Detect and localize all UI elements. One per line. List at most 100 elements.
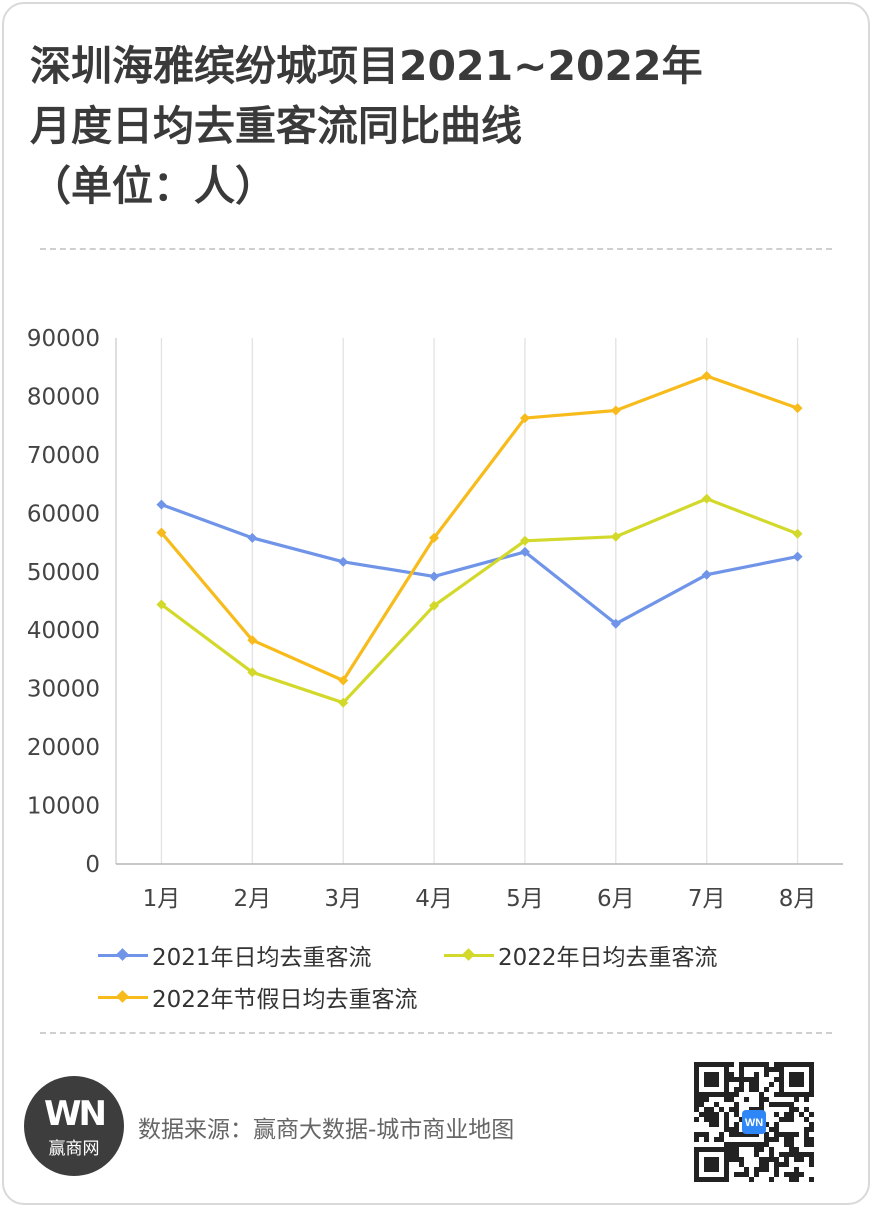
qr-cell: [734, 1107, 739, 1112]
qr-cell: [734, 1087, 739, 1092]
qr-cell: [764, 1142, 769, 1147]
qr-cell: [764, 1122, 769, 1127]
qr-cell: [774, 1067, 779, 1072]
qr-finder: [779, 1062, 814, 1097]
qr-cell: [764, 1132, 769, 1137]
qr-cell: [734, 1172, 739, 1177]
qr-cell: [749, 1107, 754, 1112]
qr-cell: [744, 1097, 749, 1102]
qr-cell: [784, 1142, 789, 1147]
qr-cell: [714, 1102, 719, 1107]
qr-cell: [704, 1117, 709, 1122]
qr-cell: [694, 1132, 699, 1137]
qr-cell: [719, 1107, 724, 1112]
data-point: [792, 403, 803, 414]
qr-cell: [734, 1157, 739, 1162]
qr-cell: [739, 1077, 744, 1082]
data-point: [338, 556, 349, 567]
qr-cell: [804, 1132, 809, 1137]
qr-cell: [744, 1062, 749, 1067]
qr-cell: [754, 1072, 759, 1077]
data-point: [338, 675, 349, 686]
qr-cell: [759, 1147, 764, 1152]
data-point: [792, 551, 803, 562]
qr-cell: [789, 1102, 794, 1107]
qr-cell: [799, 1152, 804, 1157]
qr-cell: [809, 1152, 814, 1157]
y-tick-label: 90000: [27, 326, 100, 352]
data-point: [338, 697, 349, 708]
qr-cell: [779, 1117, 784, 1122]
qr-cell: [744, 1172, 749, 1177]
x-tick-label: 3月: [324, 886, 362, 912]
qr-cell: [694, 1137, 699, 1142]
qr-cell: [729, 1097, 734, 1102]
qr-cell: [749, 1087, 754, 1092]
qr-cell: [774, 1157, 779, 1162]
qr-cell: [759, 1107, 764, 1112]
qr-cell: [724, 1142, 729, 1147]
qr-cell: [699, 1112, 704, 1117]
title-line-3: （单位：人）: [30, 162, 276, 210]
qr-cell: [714, 1137, 719, 1142]
qr-cell: [809, 1162, 814, 1167]
data-point: [701, 370, 712, 381]
qr-cell: [789, 1152, 794, 1157]
qr-cell: [734, 1127, 739, 1132]
data-source: 数据来源：赢商大数据-城市商业地图: [138, 1117, 515, 1143]
x-tick-label: 4月: [415, 886, 453, 912]
qr-cell: [744, 1132, 749, 1137]
qr-cell: [744, 1142, 749, 1147]
y-tick-label: 50000: [27, 560, 100, 586]
qr-cell: [799, 1157, 804, 1162]
qr-cell: [769, 1147, 774, 1152]
qr-cell: [729, 1127, 734, 1132]
qr-cell: [794, 1152, 799, 1157]
qr-badge-text: WN: [745, 1117, 763, 1129]
qr-cell: [709, 1117, 714, 1122]
qr-cell: [759, 1142, 764, 1147]
qr-finder-center: [789, 1072, 804, 1087]
top-divider: [40, 248, 832, 250]
qr-cell: [774, 1137, 779, 1142]
qr-cell: [744, 1077, 749, 1082]
data-point: [610, 531, 621, 542]
qr-cell: [709, 1112, 714, 1117]
qr-cell: [809, 1127, 814, 1132]
y-tick-label: 40000: [27, 618, 100, 644]
data-point: [519, 546, 530, 557]
qr-cell: [759, 1157, 764, 1162]
qr-cell: [729, 1107, 734, 1112]
qr-cell: [759, 1062, 764, 1067]
qr-cell: [774, 1102, 779, 1107]
qr-cell: [764, 1162, 769, 1167]
qr-cell: [784, 1152, 789, 1157]
qr-cell: [704, 1137, 709, 1142]
qr-cell: [769, 1067, 774, 1072]
qr-cell: [729, 1092, 734, 1097]
qr-cell: [729, 1062, 734, 1067]
qr-cell: [754, 1167, 759, 1172]
qr-cell: [804, 1137, 809, 1142]
qr-cell: [774, 1122, 779, 1127]
qr-cell: [714, 1122, 719, 1127]
qr-cell: [789, 1137, 794, 1142]
qr-finder-center: [704, 1157, 719, 1172]
qr-cell: [789, 1132, 794, 1137]
qr-cell: [764, 1062, 769, 1067]
qr-code[interactable]: WN: [694, 1062, 814, 1182]
series-line-2: [160, 497, 799, 705]
qr-cell: [809, 1122, 814, 1127]
qr-cell: [749, 1077, 754, 1082]
qr-cell: [784, 1132, 789, 1137]
qr-cell: [739, 1162, 744, 1167]
qr-cell: [774, 1162, 779, 1167]
qr-cell: [749, 1082, 754, 1087]
qr-cell: [769, 1127, 774, 1132]
qr-cell: [709, 1122, 714, 1127]
y-tick-label: 80000: [27, 384, 100, 410]
qr-cell: [754, 1142, 759, 1147]
qr-cell: [724, 1117, 729, 1122]
qr-cell: [794, 1177, 799, 1182]
qr-cell: [784, 1137, 789, 1142]
